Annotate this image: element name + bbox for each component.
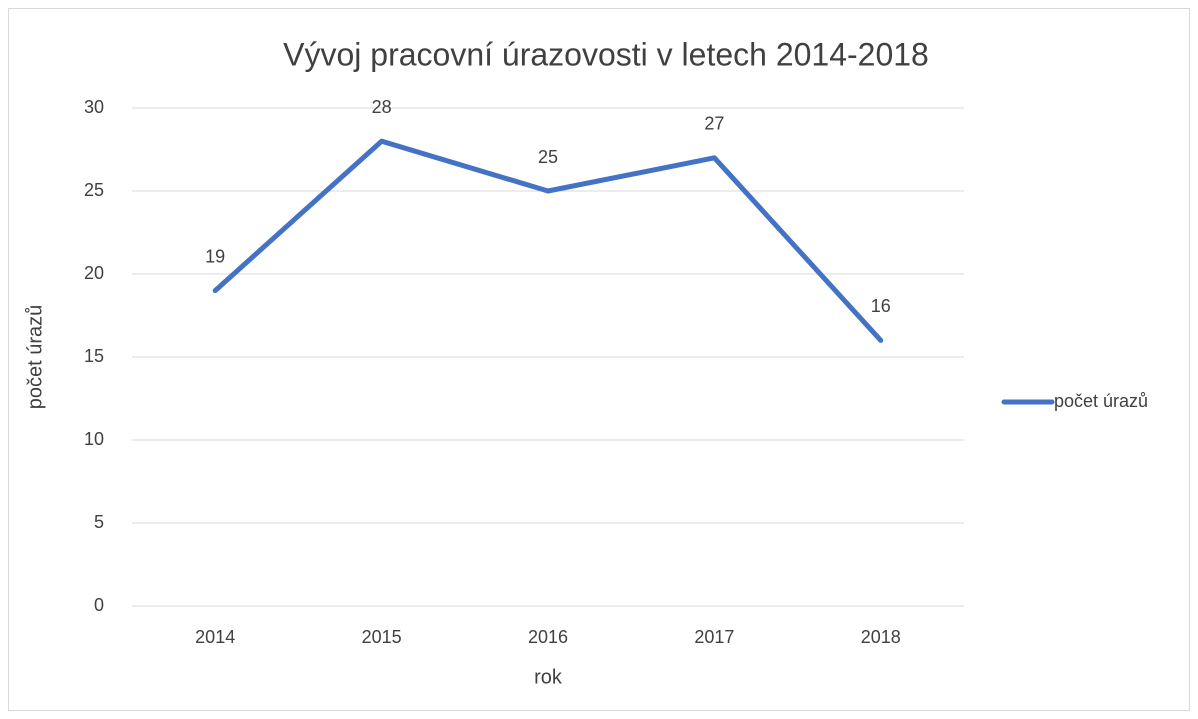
x-tick-label: 2014 (195, 627, 235, 647)
y-tick-label: 10 (84, 429, 104, 449)
x-tick-label: 2017 (694, 627, 734, 647)
x-tick-label: 2016 (528, 627, 568, 647)
data-label: 28 (372, 97, 392, 117)
data-label: 16 (871, 296, 891, 316)
x-tick-label: 2018 (861, 627, 901, 647)
line-series (212, 138, 884, 343)
x-axis-label: rok (534, 666, 563, 688)
legend-label: počet úrazů (1054, 391, 1148, 411)
y-tick-label: 20 (84, 263, 104, 283)
y-tick-label: 5 (94, 512, 104, 532)
data-label: 19 (205, 246, 225, 266)
data-label: 25 (538, 147, 558, 167)
y-tick-label: 30 (84, 97, 104, 117)
chart-border (8, 8, 1190, 711)
y-tick-label: 0 (94, 595, 104, 615)
chart-title: Vývoj pracovní úrazovosti v letech 2014-… (283, 36, 929, 72)
y-tick-label: 25 (84, 180, 104, 200)
data-label: 27 (704, 114, 724, 134)
x-tick-label: 2015 (362, 627, 402, 647)
y-tick-label: 15 (84, 346, 104, 366)
y-axis-label: počet úrazů (24, 305, 46, 410)
